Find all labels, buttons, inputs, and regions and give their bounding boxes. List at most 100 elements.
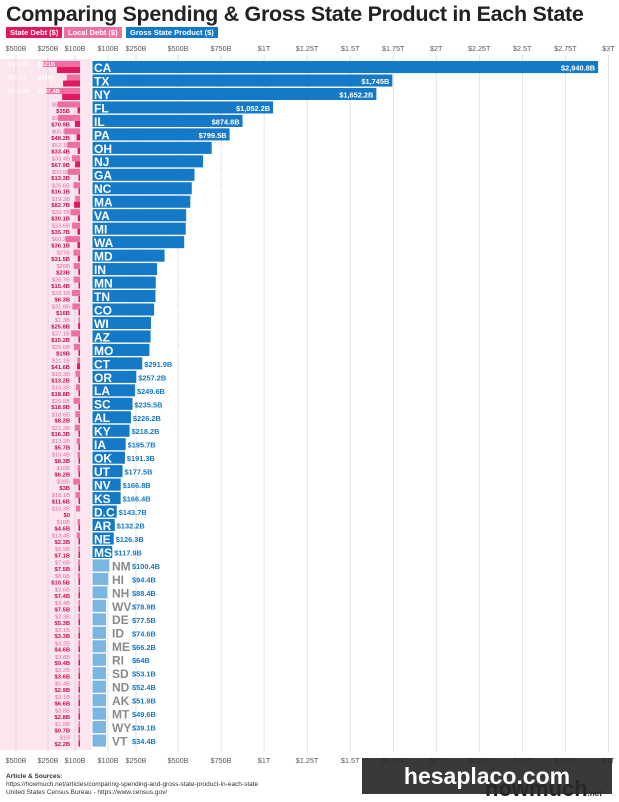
state-debt-label: $35.7B [51,230,70,236]
state-debt-bar [56,67,80,74]
local-debt-bar [73,249,80,256]
state-debt-label: $6.3B [55,297,70,303]
gsp-bar [92,316,151,330]
local-debt-label: $52.1B [52,143,71,149]
state-code-label: MO [94,344,113,358]
local-debt-label: $25.6B [52,345,71,351]
gsp-tick-label-top: $100B [98,44,119,53]
gsp-value-label: $571.3B [192,198,220,207]
gsp-tick-label-top: $750B [211,44,232,53]
local-debt-bar [67,141,80,148]
state-debt-label: $247.4B [38,89,60,95]
local-debt-bar [78,545,80,552]
state-code-label: WA [94,236,114,250]
source-link-census[interactable]: United States Census Bureau - https://ww… [6,789,168,796]
state-debt-bar [78,188,80,195]
state-code-label: WV [112,600,131,614]
gsp-tick-label-bottom: $500B [168,756,189,765]
state-code-label: D.C [94,505,115,519]
state-debt-label: $7.4B [55,594,70,600]
debt-tick-label-top: $250B [38,44,59,53]
local-debt-bar [75,411,80,418]
gsp-tick-label-bottom: $1.5T [341,756,360,765]
debt-tick-label-bottom: $500B [6,756,27,765]
gsp-value-label: $874.8B [212,117,240,126]
gsp-bar [92,599,106,612]
local-debt-label: $2.2B [55,668,70,674]
state-debt-bar [78,646,80,653]
state-debt-label: $33.4B [51,149,70,155]
gsp-tick-label-bottom: $100B [98,756,119,765]
gsp-bar [92,424,130,437]
gsp-bar [92,451,125,464]
gsp-value-label: $51.9B [132,697,156,706]
state-debt-label: $2.9B [55,688,70,694]
local-debt-bar [64,128,80,135]
gsp-value-label: $333.6B [151,346,179,355]
local-debt-bar [71,155,80,162]
gsp-bar [92,613,106,626]
state-debt-label: $2.8B [55,715,70,721]
state-debt-bar [78,444,80,451]
state-debt-label: $8.3B [55,459,70,465]
local-debt-bar [76,532,80,539]
state-debt-label: $48.2B [51,136,70,142]
gsp-bar [92,357,143,370]
local-debt-label: $1.3B [55,318,70,324]
gsp-value-label: $64B [132,656,150,665]
local-debt-label: $33.6B [52,224,71,230]
gsp-bar [92,667,106,680]
gsp-value-label: $226.2B [133,414,161,423]
state-debt-label: $16.3B [51,432,70,438]
local-debt-bar [78,613,80,620]
gsp-bar [92,694,106,707]
local-debt-bar [73,182,80,189]
gsp-value-label: $74.6B [132,629,156,638]
gsp-bar [92,263,158,276]
state-debt-bar [78,349,80,356]
gsp-tick-label-top: $1T [258,44,271,53]
state-code-label: NC [94,182,112,196]
gsp-value-label: $78.9B [132,602,156,611]
state-debt-label: $8.2B [55,419,70,425]
gsp-bar [92,384,135,397]
local-debt-label: $2.1B [55,628,70,634]
source-link-howmuch[interactable]: https://howmuch.net/articles/comparing-s… [6,781,259,788]
local-debt-label: $16.3B [52,507,71,513]
state-debt-bar [78,713,80,720]
local-debt-label: $65.5B [52,129,71,135]
local-debt-label: $13.2B [52,439,71,445]
state-debt-bar [78,538,80,545]
gsp-value-label: $52.4B [132,683,156,692]
state-debt-bar [75,161,80,168]
gsp-value-label: $421.7B [167,252,195,261]
gsp-tick-label-bottom: $1T [258,756,271,765]
gsp-bar [92,370,137,383]
local-debt-label: $26.6B [52,183,71,189]
gsp-value-label: $257.2B [138,373,166,382]
gsp-value-label: $218.2B [132,427,160,436]
gsp-value-label: $291.9B [144,360,172,369]
gsp-bar [92,572,109,585]
local-debt-label: $3.8B [55,655,70,661]
local-debt-bar [58,114,80,121]
gsp-value-label: $342.5B [153,319,181,328]
state-code-label: AZ [94,330,110,344]
state-debt-bar [78,376,80,383]
state-debt-label: $18.8B [51,392,70,398]
local-debt-bar [70,209,80,216]
gsp-value-label: $1,745B [361,77,389,86]
local-debt-label: $91.4B [52,116,71,122]
state-debt-label: $15.4B [51,284,70,290]
gsp-value-label: $143.7B [119,508,147,517]
local-debt-bar [78,667,80,674]
state-code-label: MN [94,276,113,290]
state-debt-bar [78,457,80,464]
local-debt-bar [72,290,80,297]
gsp-value-label: $547B [188,212,210,221]
state-debt-label: $11.6B [52,500,70,506]
state-debt-bar [63,80,80,87]
gsp-value-label: $1,052.2B [236,104,270,113]
state-code-label: MD [94,250,113,264]
state-code-label: KS [94,492,111,506]
